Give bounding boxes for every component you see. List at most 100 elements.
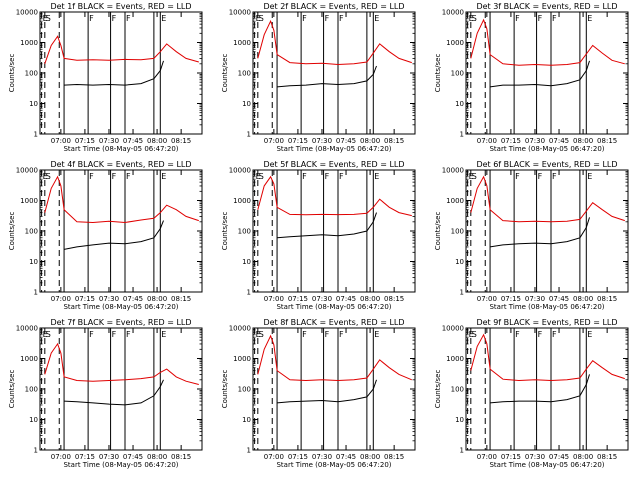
event-marker-label: F: [89, 14, 94, 23]
event-marker-label: F: [112, 14, 117, 23]
event-marker-label: F: [552, 330, 557, 339]
x-tick-label: 07:15: [288, 453, 308, 461]
y-tick-label: 1: [460, 289, 464, 297]
chart-title: Det 2f BLACK = Events, RED = LLD: [263, 2, 404, 11]
x-axis-label: Start Time (08-May-05 06:47:20): [63, 303, 178, 311]
events-series-line: [490, 374, 590, 404]
event-marker-label: S: [472, 330, 477, 339]
x-tick-label: 07:15: [75, 453, 95, 461]
event-marker-label: F: [112, 172, 117, 181]
x-tick-label: 08:00: [360, 295, 380, 303]
x-tick-label: 07:15: [501, 453, 521, 461]
x-tick-label: 07:15: [75, 137, 95, 145]
event-marker-label: E: [43, 14, 48, 23]
event-marker-label: S: [472, 172, 477, 181]
x-tick-label: 08:15: [171, 453, 191, 461]
x-tick-label: 08:15: [171, 295, 191, 303]
y-tick-label: 10: [455, 416, 464, 424]
event-marker-label: F: [339, 172, 344, 181]
y-tick-label: 1000: [446, 197, 464, 205]
y-tick-label: 10000: [442, 325, 464, 333]
x-tick-label: 08:15: [597, 453, 617, 461]
x-tick-label: 07:00: [477, 295, 497, 303]
y-axis-label: Counts/sec: [8, 370, 16, 409]
chart-title: Det 8f BLACK = Events, RED = LLD: [263, 318, 404, 327]
x-tick-label: 07:15: [75, 295, 95, 303]
y-tick-label: 1000: [233, 197, 251, 205]
y-tick-label: 1: [247, 131, 251, 139]
chart-panel: Det 9f BLACK = Events, RED = LLD Counts/s…: [434, 318, 629, 469]
lld-series-line: [470, 175, 625, 223]
y-tick-label: 1: [460, 131, 464, 139]
y-axis-label: Counts/sec: [8, 54, 16, 93]
x-axis-label: Start Time (08-May-05 06:47:20): [489, 303, 604, 311]
event-marker-label: E: [587, 330, 592, 339]
lld-series-line: [257, 19, 412, 66]
x-tick-label: 07:30: [99, 137, 119, 145]
chart-title: Det 4f BLACK = Events, RED = LLD: [50, 160, 191, 169]
event-marker-label: F: [552, 14, 557, 23]
x-tick-label: 07:45: [336, 295, 356, 303]
y-tick-label: 1000: [20, 197, 38, 205]
x-tick-label: 07:30: [312, 453, 332, 461]
y-tick-label: 1: [247, 289, 251, 297]
y-tick-label: 10000: [442, 9, 464, 17]
x-tick-label: 08:00: [573, 453, 593, 461]
y-tick-label: 1000: [233, 355, 251, 363]
x-tick-label: 08:15: [384, 137, 404, 145]
x-tick-label: 07:00: [264, 453, 284, 461]
event-marker-label: E: [256, 172, 261, 181]
y-tick-label: 100: [238, 228, 251, 236]
event-marker-label: E: [469, 14, 474, 23]
event-marker-label: F: [325, 172, 330, 181]
y-tick-label: 100: [451, 386, 464, 394]
event-marker-label: E: [43, 172, 48, 181]
x-tick-label: 08:15: [597, 137, 617, 145]
event-marker-label: F: [126, 14, 131, 23]
event-marker-label: E: [587, 14, 592, 23]
event-marker-label: F: [552, 172, 557, 181]
y-tick-label: 10: [455, 258, 464, 266]
x-tick-label: 07:30: [312, 295, 332, 303]
x-tick-label: 07:00: [264, 295, 284, 303]
event-marker-label: F: [302, 14, 307, 23]
y-tick-label: 1: [460, 447, 464, 455]
y-axis-label: Counts/sec: [434, 212, 442, 251]
y-tick-label: 100: [238, 386, 251, 394]
y-tick-label: 100: [238, 70, 251, 78]
x-tick-label: 07:00: [477, 137, 497, 145]
x-tick-label: 07:30: [99, 295, 119, 303]
y-tick-label: 100: [25, 386, 38, 394]
y-axis-label: Counts/sec: [221, 54, 229, 93]
y-tick-label: 100: [25, 228, 38, 236]
x-tick-label: 08:00: [360, 453, 380, 461]
event-marker-label: E: [256, 330, 261, 339]
x-axis-label: Start Time (08-May-05 06:47:20): [276, 303, 391, 311]
x-tick-label: 07:00: [477, 453, 497, 461]
event-marker-label: E: [161, 172, 166, 181]
y-tick-label: 10: [242, 258, 251, 266]
chart-title: Det 5f BLACK = Events, RED = LLD: [263, 160, 404, 169]
x-tick-label: 07:45: [549, 453, 569, 461]
chart-title: Det 3f BLACK = Events, RED = LLD: [476, 2, 617, 11]
y-tick-label: 10000: [229, 325, 251, 333]
event-marker-label: F: [126, 330, 131, 339]
event-marker-label: E: [587, 172, 592, 181]
events-series-line: [64, 60, 164, 86]
y-tick-label: 10: [29, 416, 38, 424]
x-tick-label: 07:15: [288, 295, 308, 303]
event-marker-label: S: [46, 330, 51, 339]
chart-panel: Det 2f BLACK = Events, RED = LLD Counts/s…: [221, 2, 416, 153]
y-tick-label: 1: [247, 447, 251, 455]
chart-panel: Det 3f BLACK = Events, RED = LLD Counts/s…: [434, 2, 629, 153]
event-marker-label: F: [126, 172, 131, 181]
chart-title: Det 9f BLACK = Events, RED = LLD: [476, 318, 617, 327]
y-tick-label: 10: [242, 100, 251, 108]
y-tick-label: 100: [451, 228, 464, 236]
events-series-line: [490, 217, 590, 248]
event-marker-label: E: [374, 14, 379, 23]
chart-title: Det 1f BLACK = Events, RED = LLD: [50, 2, 191, 11]
events-series-line: [277, 65, 377, 88]
x-axis-label: Start Time (08-May-05 06:47:20): [63, 461, 178, 469]
